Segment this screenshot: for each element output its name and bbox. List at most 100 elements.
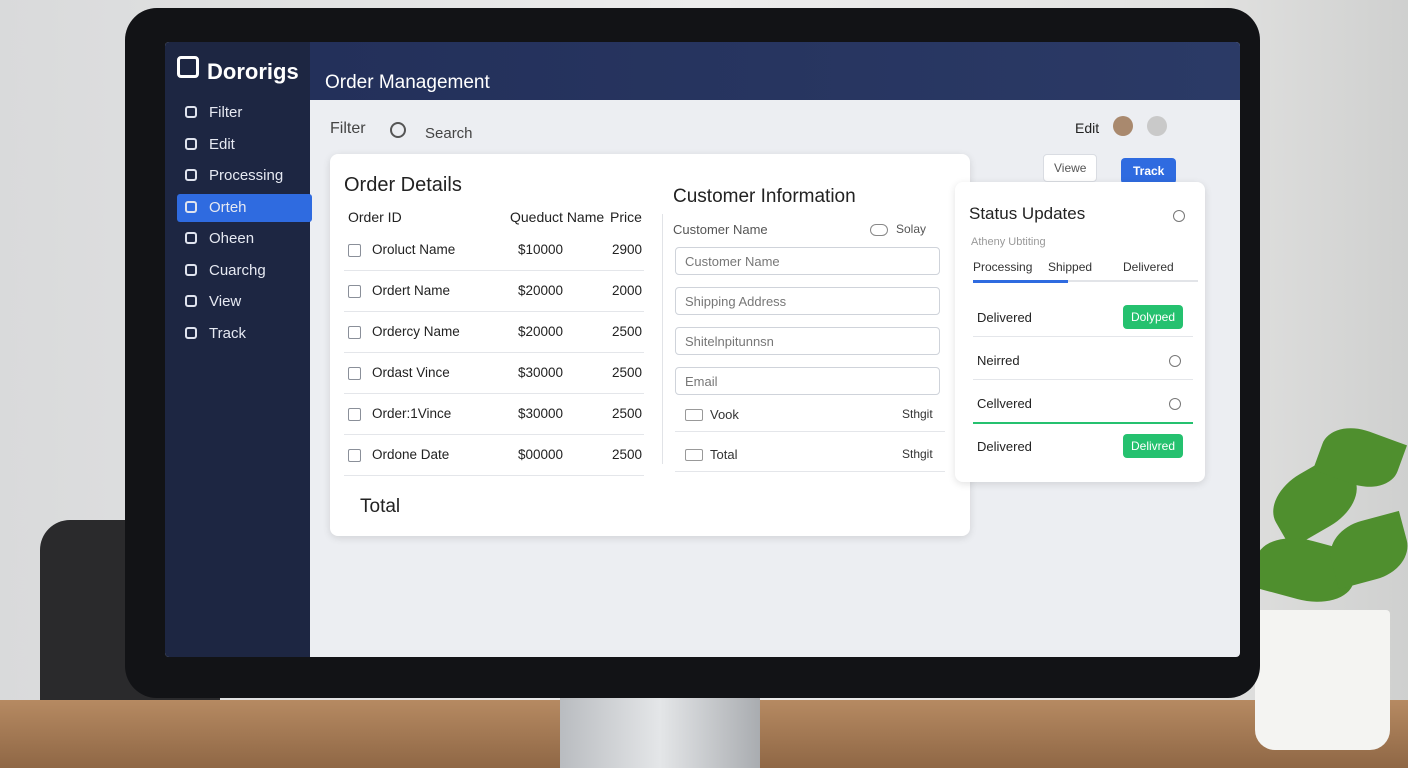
section-title: Status Updates [969,204,1086,223]
placeholder: Shipping Address [685,294,787,309]
nav-item[interactable]: Track [209,324,246,342]
checkbox[interactable] [348,449,361,462]
search[interactable]: Search [425,125,473,142]
cell: Ordast Vince [372,365,450,380]
column-header: Queduct Name [510,209,605,225]
status-badge: Dolyped [1122,305,1183,329]
status-label: Cellvered [977,396,1032,411]
tab[interactable]: Delivered [1123,260,1174,274]
row-divider [973,379,1193,380]
screen: Dororigs Filter Edit Processing Orteh Oheen Cu… [165,42,1240,657]
row-divider [344,311,644,312]
tab[interactable]: Processing [973,260,1033,274]
row-divider [344,475,644,476]
status-radio[interactable] [1169,398,1181,410]
cell: Ordone Date [372,447,450,462]
option-label: Total [710,447,738,462]
tab-track [973,280,1198,282]
cell: $20000 [518,283,564,298]
cell: Oroluct Name [372,242,456,257]
status-label: Neirred [977,353,1020,368]
toggle-icon [870,224,888,236]
sidebar [165,42,310,657]
tab-active [973,280,1068,283]
option-box [685,409,703,421]
placeholder: Shitelnpitunnsn [685,334,774,349]
input[interactable]: Customer Name [675,247,940,275]
status-radio[interactable] [1169,355,1181,367]
option-select[interactable]: Sthgit [902,407,933,421]
view-button[interactable]: Viewe [1043,154,1098,182]
option-box [685,449,703,461]
nav-item[interactable]: Filter [209,104,243,121]
divider [662,214,663,464]
option-select[interactable]: Sthgit [902,447,933,461]
cell: 2000 [612,283,643,298]
cell: Ordercy Name [372,324,460,339]
nav-icon [185,200,197,213]
nav-active [177,193,312,222]
avatar [1113,116,1133,136]
nav-icon [185,106,197,118]
status-card: Status Updates Atheny Ubtiting Processing S… [955,182,1205,482]
nav-item[interactable]: Edit [209,135,235,153]
edit[interactable]: Edit [1075,120,1100,136]
cell: $00000 [518,447,564,462]
track-button[interactable]: Track [1121,158,1177,184]
cell: Ordert Name [372,283,451,298]
nav-icon [185,169,197,181]
row-divider [344,393,644,394]
placeholder: Customer Name [685,254,780,269]
nav-icon [185,295,197,307]
cell: Order:1Vince [372,406,452,421]
input[interactable]: Shitelnpitunnsn [675,327,940,355]
nav-item[interactable]: Processing [209,167,284,184]
row-divider [344,270,644,271]
input[interactable]: Shipping Address [675,287,940,315]
checkbox[interactable] [348,326,361,339]
row-divider [973,422,1193,424]
nav-icon [185,263,197,276]
row-divider [344,434,644,435]
tab[interactable]: Shipped [1048,260,1093,274]
nav-icon [185,232,197,244]
section-title: Order Details [344,174,462,196]
nav-item[interactable]: View [209,293,242,310]
nav-item[interactable]: Orteh [209,198,247,216]
column-header: Price [610,209,642,225]
placeholder: Email [685,374,718,389]
nav-icon [185,326,197,339]
brand: Dororigs [207,59,299,84]
cell: 2500 [612,324,643,339]
option-label: Vook [710,407,739,422]
header [310,42,1240,100]
plant-pot [1255,610,1390,750]
input[interactable]: Email [675,367,940,395]
cell: $10000 [518,242,564,257]
cell: 2500 [612,447,643,462]
checkbox[interactable] [348,285,361,298]
nav-icon [185,137,197,150]
nav-item[interactable]: Oheen [209,230,255,247]
toggle[interactable]: Solay [896,222,927,236]
field-label: Customer Name [673,222,768,237]
row-divider [344,352,644,353]
row-divider [973,336,1193,337]
row-divider [675,471,945,472]
row-divider [675,431,945,432]
cell: 2900 [612,242,643,257]
cell: 2500 [612,365,643,380]
subtitle: Atheny Ubtiting [971,236,1046,248]
cell: 2500 [612,406,643,421]
filter[interactable]: Filter [330,120,366,137]
nav-item[interactable]: Cuarchg [209,261,266,279]
checkbox[interactable] [348,367,361,380]
search-icon [390,122,406,138]
page-title: Order Management [325,72,490,93]
plant-leaf [1323,510,1408,590]
checkbox[interactable] [348,408,361,421]
checkbox[interactable] [348,244,361,257]
cell: $20000 [518,324,564,339]
column-header: Order ID [348,209,402,225]
